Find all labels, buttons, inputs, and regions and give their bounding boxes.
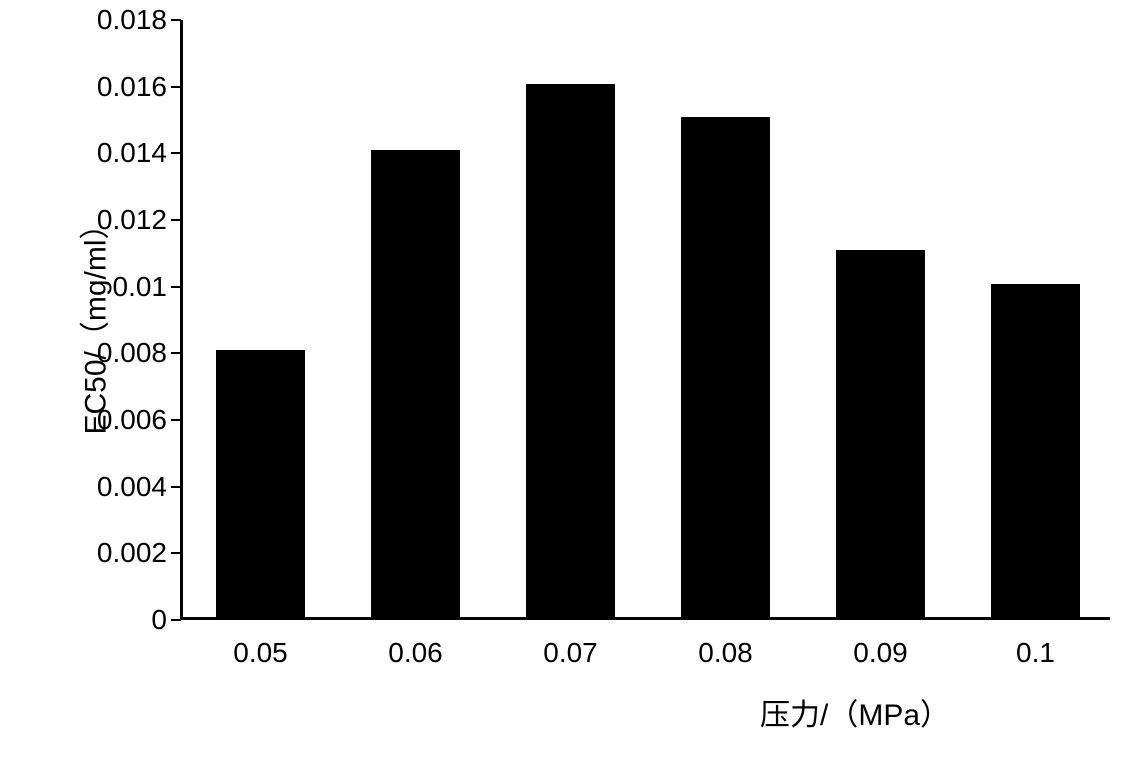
y-tick-label: 0 [151,604,167,636]
y-tick-label: 0.004 [97,471,167,503]
bar [681,117,771,617]
y-tick-label: 0.018 [97,4,167,36]
y-axis-label: EC50/（mg/ml） [71,209,115,434]
chart-container: 00.0020.0040.0060.0080.010.0120.0140.016… [0,0,1141,767]
y-tick-mark [171,619,181,621]
bars-layer [183,20,1110,617]
y-tick-mark [171,352,181,354]
x-tick-label: 0.06 [388,637,443,669]
bar [991,284,1081,617]
bar [371,150,461,617]
x-axis-label: 压力/（MPa） [760,690,950,734]
y-tick-mark [171,419,181,421]
bar [526,84,616,617]
x-tick-label: 0.1 [1016,637,1055,669]
y-tick-mark [171,19,181,21]
y-tick-mark [171,552,181,554]
y-tick-mark [171,86,181,88]
y-tick-mark [171,486,181,488]
x-tick-label: 0.08 [698,637,753,669]
bar [836,250,926,617]
plot-area: 00.0020.0040.0060.0080.010.0120.0140.016… [180,20,1110,620]
y-tick-label: 0.002 [97,537,167,569]
y-tick-label: 0.01 [113,271,168,303]
y-tick-label: 0.014 [97,137,167,169]
y-tick-mark [171,286,181,288]
x-tick-label: 0.07 [543,637,598,669]
y-tick-label: 0.016 [97,71,167,103]
x-tick-label: 0.05 [233,637,288,669]
y-tick-mark [171,219,181,221]
y-tick-mark [171,152,181,154]
bar [216,350,306,617]
x-tick-label: 0.09 [853,637,908,669]
